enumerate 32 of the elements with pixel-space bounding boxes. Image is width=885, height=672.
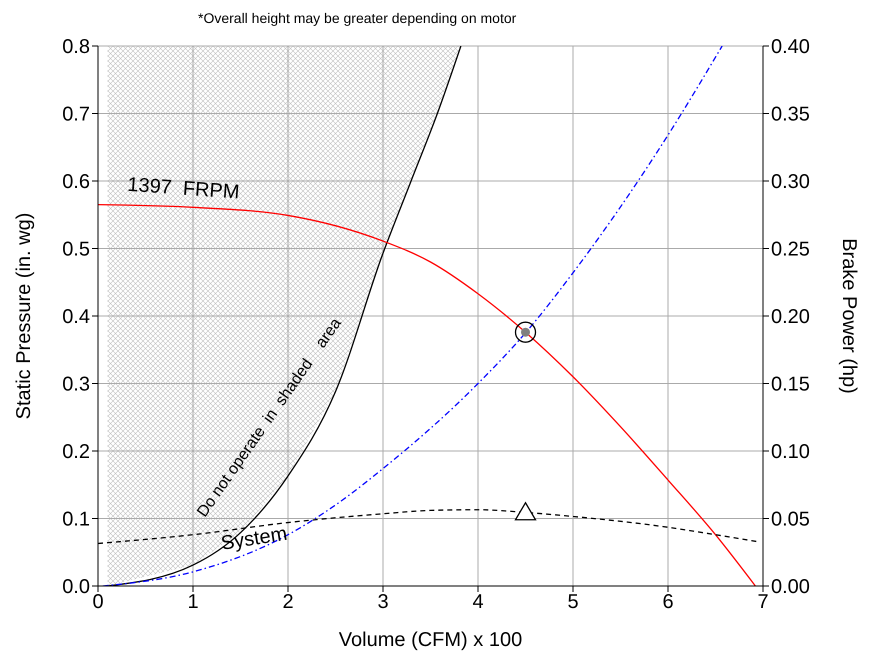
y2-tick-label: 0.40: [771, 36, 810, 58]
text: System: [219, 522, 289, 555]
x-tick-label: 3: [377, 591, 389, 614]
y-tick-label: 0.4: [62, 306, 90, 328]
y-tick-label: 0.8: [62, 36, 90, 58]
text: *Overall height may be greater depending on motor: [198, 10, 516, 26]
y2-tick-label: 0.35: [771, 104, 810, 126]
y2-tick-label: 0.15: [771, 374, 810, 396]
y-tick-label: 0.6: [62, 171, 90, 194]
y-tick-label: 0.0: [62, 576, 90, 598]
y2-tick-label: 0.00: [771, 576, 810, 598]
x-tick-label: 0: [92, 591, 104, 614]
y-tick-label: 0.2: [62, 441, 90, 464]
x-tick-label: 2: [282, 591, 294, 614]
x-tick-label: 7: [757, 591, 769, 614]
y2-tick-label: 0.30: [771, 171, 810, 194]
y2-tick-label: 0.05: [771, 508, 810, 531]
x-axis-title: Volume (CFM) x 100: [338, 629, 522, 651]
y-tick-label: 0.3: [62, 374, 90, 396]
x-tick-label: 4: [472, 591, 484, 614]
y-axis-title: Static Pressure (in. wg): [13, 212, 36, 420]
y-tick-label: 0.7: [62, 104, 90, 126]
x-tick-label: 1: [187, 591, 199, 614]
y2-tick-label: 0.25: [771, 238, 810, 261]
y2-tick-label: 0.10: [771, 441, 810, 464]
series-label: 1397 FRPM: [126, 174, 240, 204]
y2-tick-label: 0.20: [771, 306, 810, 328]
x-tick-label: 6: [662, 591, 674, 614]
y2-axis-title: Brake Power (hp): [838, 238, 860, 394]
y-tick-label: 0.5: [62, 238, 90, 261]
x-tick-label: 5: [567, 591, 579, 614]
y-tick-label: 0.1: [62, 508, 90, 531]
